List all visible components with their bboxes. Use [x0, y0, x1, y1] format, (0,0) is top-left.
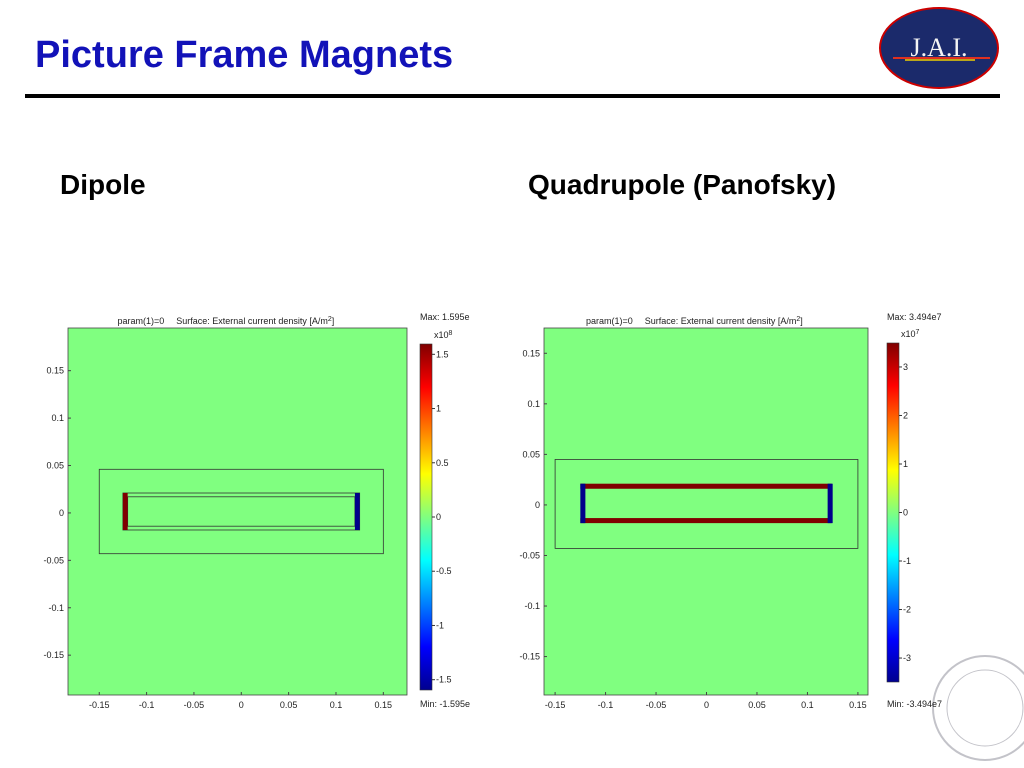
geometry-region [98, 468, 384, 555]
x-tick-label: 0.05 [748, 700, 766, 710]
x-tick-label: 0.1 [330, 700, 343, 710]
geometry-region [554, 459, 859, 549]
x-tick-label: -0.1 [139, 700, 155, 710]
max-label: Max: 3.494e7 [887, 312, 942, 322]
plot-title-part: ] [800, 316, 803, 326]
x-tick-label: 0.05 [280, 700, 298, 710]
colorbar [419, 343, 433, 691]
exponent-base: x10 [901, 329, 916, 339]
x-tick-label: 0 [704, 700, 709, 710]
y-tick-label: 0.15 [522, 348, 540, 358]
plot-title-part: param(1)=0 [586, 316, 633, 326]
plot-title-part: Surface: External current density [A/m [176, 316, 328, 326]
colorbar-tick-label: 0.5 [436, 458, 449, 468]
y-tick-label: 0.1 [527, 399, 540, 409]
x-tick-label: -0.05 [646, 700, 667, 710]
y-tick-label: 0.1 [51, 413, 64, 423]
colorbar-tick-label: 0 [903, 508, 908, 518]
y-tick-label: 0 [535, 500, 540, 510]
y-tick-label: 0.05 [522, 449, 540, 459]
max-label: Max: 1.595e [420, 312, 470, 322]
x-tick-label: 0.15 [375, 700, 393, 710]
geometry-region [122, 493, 128, 530]
exponent-power: 7 [916, 329, 920, 336]
x-tick-label: 0 [239, 700, 244, 710]
x-tick-label: -0.15 [545, 700, 566, 710]
y-tick-label: 0.05 [46, 461, 64, 471]
min-label: Min: -3.494e7 [887, 699, 942, 709]
plot-title: param(1)=0 Surface: External current dens… [586, 316, 803, 327]
colorbar-tick-label: 1.5 [436, 349, 449, 359]
panel-heading: Quadrupole (Panofsky) [528, 169, 836, 200]
plot-title: param(1)=0 Surface: External current dens… [118, 316, 335, 327]
surface-plot: -0.15 -0.1 -0.05 0 0.05 0.1 0.15 -0.15 -0.1 -0.05… [519, 312, 942, 710]
colorbar-tick-label: 1 [436, 404, 441, 414]
x-tick-label: 0.15 [849, 700, 867, 710]
geometry-region [580, 483, 586, 524]
y-tick-label: -0.1 [48, 603, 64, 613]
colorbar-tick-label: 3 [903, 362, 908, 372]
y-tick-label: 0.15 [46, 366, 64, 376]
colorbar-tick-label: 2 [903, 410, 908, 420]
panel-heading: Dipole [60, 169, 146, 200]
logo-text: J.A.I. [910, 33, 967, 62]
x-tick-label: -0.05 [184, 700, 205, 710]
min-label: Min: -1.595e [420, 699, 470, 709]
y-tick-label: -0.1 [524, 601, 540, 611]
plot-title-part: 2 [328, 316, 332, 323]
slide-title: Picture Frame Magnets [35, 34, 453, 76]
x-tick-label: 0.1 [801, 700, 814, 710]
exponent-label: x107 [901, 329, 920, 340]
exponent-base: x10 [434, 330, 449, 340]
x-tick-label: -0.15 [89, 700, 110, 710]
colorbar-tick-label: -0.5 [436, 566, 452, 576]
colorbar-tick-label: -3 [903, 653, 911, 663]
geometry-region [580, 518, 832, 524]
colorbar-tick-label: -1.5 [436, 675, 452, 685]
plot-area [67, 327, 408, 696]
colorbar-tick-label: 0 [436, 512, 441, 522]
colorbar [886, 342, 900, 683]
x-tick-label: -0.1 [598, 700, 614, 710]
logo: J.A.I. [879, 7, 999, 89]
colorbar-tick-label: -1 [436, 620, 444, 630]
plot-title-part: Surface: External current density [A/m [645, 316, 797, 326]
exponent-label: x108 [434, 330, 453, 341]
y-tick-label: 0 [59, 508, 64, 518]
geometry-region [354, 493, 360, 530]
y-tick-label: -0.15 [43, 650, 64, 660]
colorbar-tick-label: 1 [903, 459, 908, 469]
y-tick-label: -0.05 [519, 550, 540, 560]
plot-title-part: ] [332, 316, 335, 326]
plot-area [543, 327, 869, 696]
plot-title-part: param(1)=0 [118, 316, 165, 326]
y-tick-label: -0.05 [43, 555, 64, 565]
plot-title-part: 2 [796, 316, 800, 323]
geometry-region [580, 483, 832, 489]
surface-plot: -0.15 -0.1 -0.05 0 0.05 0.1 0.15 -0.15 -0.1 -0.05… [43, 312, 470, 710]
exponent-power: 8 [449, 330, 453, 337]
colorbar-tick-label: -2 [903, 605, 911, 615]
geometry-region [827, 483, 833, 524]
y-tick-label: -0.15 [519, 652, 540, 662]
crest [932, 655, 1024, 761]
colorbar-tick-label: -1 [903, 556, 911, 566]
